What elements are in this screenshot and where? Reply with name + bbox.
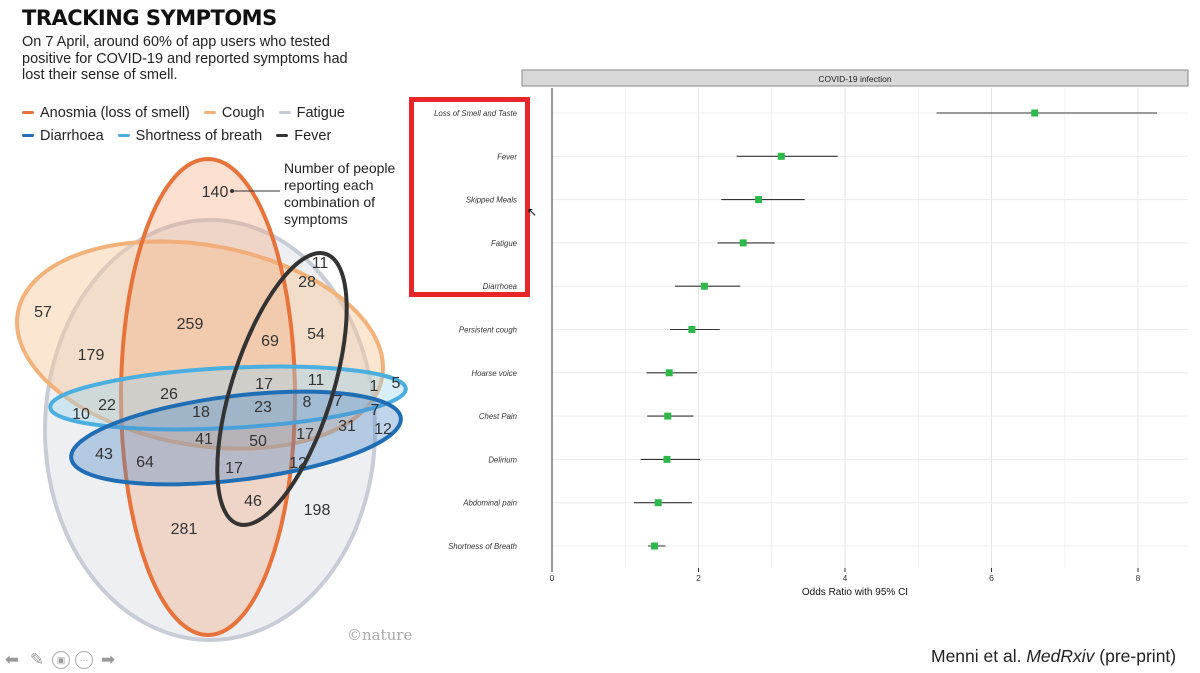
- venn-annotation: Number of people reporting each combinat…: [284, 160, 396, 227]
- fever-ellipse: [215, 251, 349, 527]
- venn-count: 12: [289, 455, 307, 472]
- forest-plot: COVID-19 infection Loss of Smell and Tas…: [434, 69, 1189, 598]
- symptom-label: Skipped Meals: [466, 196, 517, 205]
- venn-count: 17: [225, 460, 243, 477]
- slides-icon[interactable]: ▣: [52, 651, 70, 669]
- legend-item-cough: Cough: [203, 105, 265, 121]
- venn-count: 69: [261, 333, 279, 350]
- slide-nav: ⬅ ✎ ▣ ⋯ ➡: [2, 650, 118, 670]
- venn-count: 179: [78, 347, 105, 364]
- symptom-label: Chest Pain: [479, 412, 517, 421]
- venn-count: 10: [72, 406, 90, 423]
- highlight-box: [409, 97, 530, 297]
- venn-count: 17: [296, 426, 314, 443]
- anosmia-ellipse: [119, 157, 297, 637]
- venn-count: 11: [312, 255, 329, 272]
- venn-count: 57: [34, 304, 52, 321]
- diarrhoea-ellipse: [69, 389, 403, 487]
- cursor-icon: ↖: [527, 205, 538, 219]
- venn-count: 259: [177, 316, 204, 333]
- venn-count: 8: [303, 394, 312, 411]
- nature-credit: ©nature: [347, 626, 413, 644]
- legend-item-fever: Fever: [276, 128, 331, 144]
- facet-label: COVID-19 infection: [818, 74, 891, 84]
- venn-count: 43: [95, 446, 113, 463]
- more-icon[interactable]: ⋯: [75, 651, 93, 669]
- odds-ratio-point: [651, 542, 659, 550]
- symptom-label: Shortness of Breath: [448, 542, 517, 551]
- x-tick-label: 4: [843, 573, 848, 583]
- venn-count: 22: [98, 397, 116, 414]
- page-title: TRACKING SYMPTOMS: [22, 6, 277, 30]
- venn-count: 198: [304, 502, 331, 519]
- venn-count: 11: [308, 372, 325, 389]
- back-arrow-icon[interactable]: ⬅: [4, 650, 20, 669]
- odds-ratio-point: [755, 196, 763, 204]
- legend: Anosmia (loss of smell) Cough Fatigue Di…: [22, 101, 345, 147]
- x-tick-label: 8: [1136, 573, 1141, 583]
- symptom-label: Fever: [497, 152, 517, 161]
- venn-count: 12: [374, 421, 392, 438]
- facet-strip: [521, 69, 1189, 87]
- venn-count: 26: [160, 386, 178, 403]
- odds-ratio-point: [688, 326, 696, 333]
- venn-panel: 140 11 28 57 259 69 54 179 17 11 1 5 26 10 22 18 23 8 7 7 31…: [0, 0, 430, 673]
- symptom-label: Fatigue: [491, 239, 518, 248]
- odds-ratio-point: [700, 282, 708, 290]
- venn-count: 54: [307, 326, 325, 343]
- legend-item-diarrhoea: Diarrhoea: [22, 128, 104, 144]
- venn-count: 281: [171, 521, 198, 538]
- odds-ratio-point: [777, 152, 785, 160]
- venn-count: 46: [244, 493, 262, 510]
- odds-ratio-point: [739, 239, 747, 247]
- pen-icon[interactable]: ✎: [29, 650, 45, 669]
- venn-count: 140: [202, 184, 229, 201]
- venn-count: 7: [371, 402, 380, 419]
- venn-count: 1: [370, 378, 379, 395]
- venn-count: 31: [338, 418, 356, 435]
- symptom-label: Hoarse voice: [471, 369, 517, 378]
- legend-item-anosmia: Anosmia (loss of smell): [22, 105, 190, 121]
- x-axis-label: Odds Ratio with 95% CI: [802, 587, 908, 598]
- venn-count: 41: [195, 431, 213, 448]
- citation: Menni et al. MedRxiv (pre-print): [931, 646, 1177, 666]
- venn-count: 64: [136, 454, 154, 471]
- venn-count: 5: [392, 375, 401, 392]
- symptom-label: Delirium: [488, 455, 517, 464]
- odds-ratio-point: [665, 369, 673, 377]
- odds-ratio-point: [663, 455, 671, 463]
- callout-dot: [230, 189, 234, 193]
- venn-count: 7: [334, 393, 343, 410]
- legend-item-fatigue: Fatigue: [278, 105, 345, 121]
- x-tick-label: 2: [696, 573, 701, 583]
- symptom-label: Loss of Smell and Taste: [434, 109, 518, 118]
- venn-count: 17: [255, 376, 273, 393]
- symptom-label: Diarrhoea: [483, 282, 518, 291]
- forward-arrow-icon[interactable]: ➡: [100, 650, 116, 669]
- legend-item-breath: Shortness of breath: [117, 128, 262, 144]
- symptom-label: Persistent cough: [459, 326, 517, 335]
- odds-ratio-point: [664, 412, 672, 420]
- venn-count: 28: [298, 274, 316, 291]
- x-tick-label: 0: [550, 573, 555, 583]
- subtitle: On 7 April, around 60% of app users who …: [22, 34, 348, 83]
- venn-count: 50: [249, 433, 267, 450]
- venn-count: 23: [254, 399, 272, 416]
- x-tick-label: 6: [989, 573, 994, 583]
- odds-ratio-point: [1031, 109, 1039, 117]
- symptom-label: Abdominal pain: [462, 499, 517, 508]
- odds-ratio-point: [654, 499, 662, 507]
- venn-count: 18: [192, 404, 210, 421]
